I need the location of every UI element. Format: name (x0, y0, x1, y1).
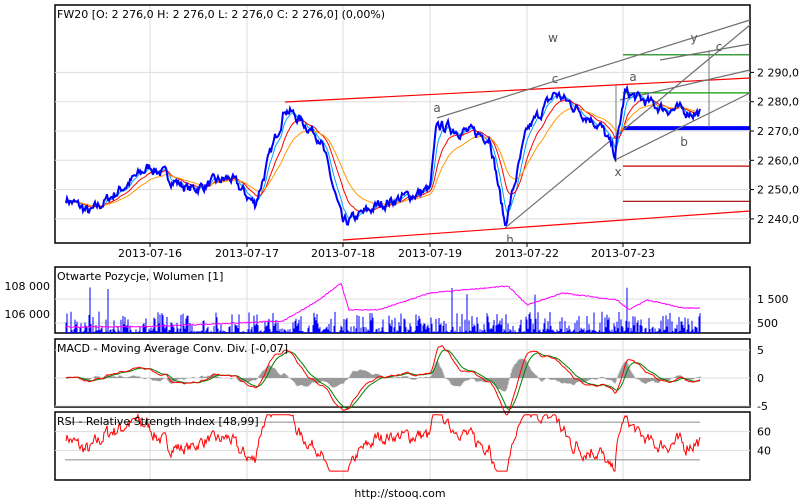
ma-slow-line (65, 103, 701, 207)
price-line (65, 84, 701, 226)
x-tick-label: 2013-07-16 (118, 247, 182, 260)
price-panel-title: FW20 [O: 2 276,0 H: 2 276,0 L: 2 276,0 C… (57, 8, 385, 21)
macd-panel: 5 0 -5 (54, 338, 768, 416)
x-tick-label: 2013-07-19 (398, 247, 462, 260)
wave-label: b (680, 135, 688, 149)
trend-line (342, 210, 751, 241)
volume-panel-title: Otwarte Pozycje, Wolumen [1] (57, 270, 223, 283)
x-tick-label: 2013-07-22 (495, 247, 559, 260)
left-tick-label: 108 000 (5, 280, 51, 293)
wave-label: a (629, 70, 636, 84)
y-tick-label: 2 240,0 (757, 213, 799, 226)
wave-label: y (690, 31, 697, 45)
x-tick-label: 2013-07-23 (591, 247, 655, 260)
trend-line (619, 69, 751, 101)
macd-line (65, 345, 701, 416)
wave-label: h (506, 233, 514, 247)
price-panel-frame (54, 4, 751, 244)
rsi-panel-frame (54, 411, 751, 481)
wave-label: a (433, 101, 440, 115)
right-tick-label: 40 (757, 444, 771, 457)
right-tick-label: -5 (757, 400, 768, 413)
wave-label: x (614, 165, 621, 179)
right-tick-label: 60 (757, 426, 771, 439)
wave-label: c (716, 40, 723, 54)
right-tick-label: 5 (757, 344, 764, 357)
ma-mid-line (65, 99, 701, 212)
rsi-line (65, 412, 701, 472)
x-tick-label: 2013-07-18 (311, 247, 375, 260)
footer-url[interactable]: http://stooq.com (354, 487, 445, 500)
left-tick-label: 106 000 (5, 308, 51, 321)
rsi-panel-title: RSI - Relative Strength Index [48,99] (57, 415, 259, 428)
volume-panel: 1 500 500 108 000 106 000 (5, 266, 789, 334)
trend-line (614, 92, 751, 161)
right-tick-label: 0 (757, 372, 764, 385)
macd-panel-title: MACD - Moving Average Conv. Div. [-0,07] (57, 342, 288, 355)
macd-panel-frame (54, 338, 751, 408)
trend-line (284, 77, 751, 103)
trend-line (659, 43, 751, 61)
wave-label: w (548, 31, 558, 45)
right-tick-label: 500 (757, 317, 778, 330)
macd-signal-line (65, 349, 701, 410)
open-interest-line (65, 282, 701, 329)
trend-line (436, 19, 751, 119)
y-tick-label: 2 250,0 (757, 184, 799, 197)
right-tick-label: 1 500 (757, 293, 789, 306)
x-tick-label: 2013-07-17 (215, 247, 279, 260)
y-tick-label: 2 290,0 (757, 66, 799, 79)
y-tick-label: 2 260,0 (757, 154, 799, 167)
wave-label: c (552, 72, 559, 86)
y-tick-label: 2 280,0 (757, 96, 799, 109)
price-panel: 2 240,0 2 250,0 2 260,0 2 270,0 2 280,0 2 290… (54, 4, 799, 260)
ma-fast-line (65, 94, 701, 219)
y-tick-label: 2 270,0 (757, 125, 799, 138)
